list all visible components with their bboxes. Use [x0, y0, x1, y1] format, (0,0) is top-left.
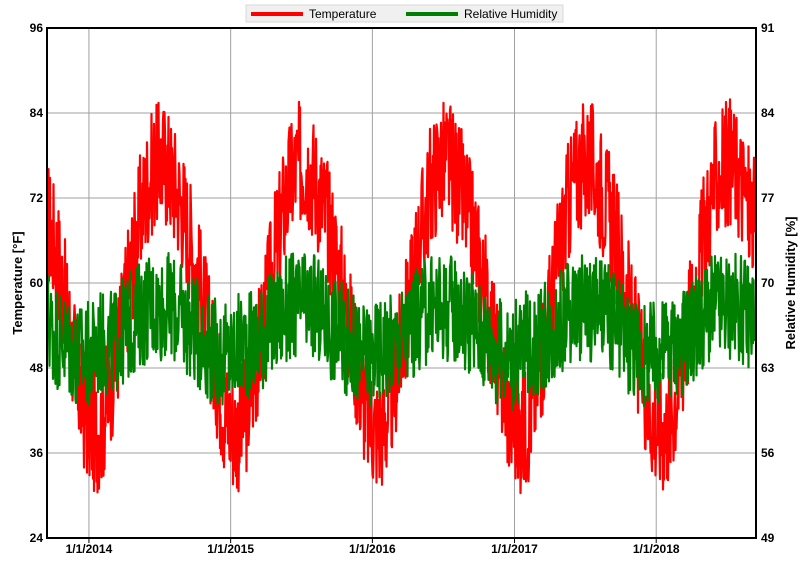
left-tick-label: 84 — [30, 106, 44, 120]
left-tick-label: 48 — [30, 361, 44, 375]
right-tick-label: 84 — [761, 106, 775, 120]
left-tick-label: 36 — [30, 446, 44, 460]
x-tick-label: 1/1/2015 — [207, 542, 254, 556]
right-axis-title: Relative Humidity [%] — [783, 217, 798, 350]
x-tick-label: 1/1/2017 — [491, 542, 538, 556]
series-line-relative-humidity — [46, 252, 756, 411]
right-tick-label: 49 — [761, 531, 775, 545]
right-tick-label: 63 — [761, 361, 775, 375]
left-axis-ticks: 24 36 48 60 72 84 96 — [30, 21, 44, 545]
right-tick-label: 70 — [761, 276, 775, 290]
right-tick-label: 77 — [761, 191, 775, 205]
left-tick-label: 24 — [30, 531, 44, 545]
left-tick-label: 72 — [30, 191, 44, 205]
plot-frame — [46, 27, 757, 539]
left-axis-title: Temperature [°F] — [10, 231, 25, 334]
legend: Temperature Relative Humidity — [245, 4, 564, 23]
right-tick-label: 56 — [761, 446, 775, 460]
legend-label-temperature: Temperature — [309, 7, 377, 21]
right-axis-ticks: 49 56 63 70 77 84 91 — [761, 21, 775, 545]
x-tick-label: 1/1/2018 — [633, 542, 680, 556]
legend-label-humidity: Relative Humidity — [464, 7, 557, 21]
right-tick-label: 91 — [761, 21, 775, 35]
legend-box — [245, 4, 564, 23]
left-tick-label: 96 — [30, 21, 44, 35]
series-layer — [46, 98, 756, 495]
x-tick-label: 1/1/2016 — [349, 542, 396, 556]
left-tick-label: 60 — [30, 276, 44, 290]
x-tick-label: 1/1/2014 — [66, 542, 113, 556]
x-axis-ticks: 1/1/2014 1/1/2015 1/1/2016 1/1/2017 1/1/2018 — [66, 538, 680, 556]
